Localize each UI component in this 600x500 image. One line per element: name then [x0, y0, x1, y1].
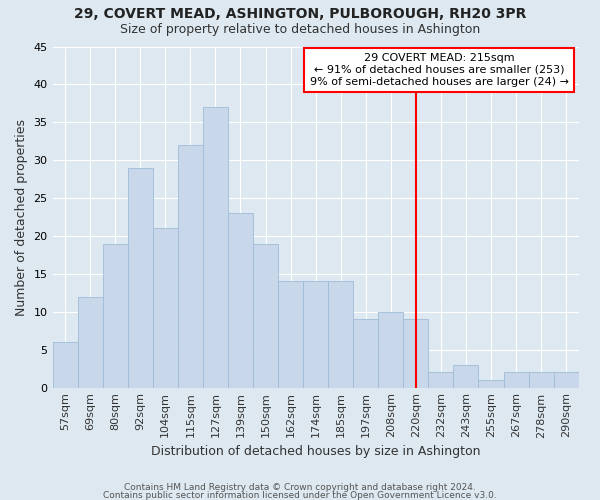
- Bar: [153, 228, 178, 388]
- Bar: [253, 244, 278, 388]
- X-axis label: Distribution of detached houses by size in Ashington: Distribution of detached houses by size …: [151, 444, 481, 458]
- Text: Size of property relative to detached houses in Ashington: Size of property relative to detached ho…: [120, 22, 480, 36]
- Text: 29, COVERT MEAD, ASHINGTON, PULBOROUGH, RH20 3PR: 29, COVERT MEAD, ASHINGTON, PULBOROUGH, …: [74, 8, 526, 22]
- Bar: [103, 244, 128, 388]
- Bar: [278, 282, 303, 388]
- Bar: [529, 372, 554, 388]
- Bar: [378, 312, 403, 388]
- Bar: [203, 107, 228, 388]
- Bar: [554, 372, 579, 388]
- Y-axis label: Number of detached properties: Number of detached properties: [15, 118, 28, 316]
- Bar: [428, 372, 454, 388]
- Bar: [503, 372, 529, 388]
- Text: 29 COVERT MEAD: 215sqm
← 91% of detached houses are smaller (253)
9% of semi-det: 29 COVERT MEAD: 215sqm ← 91% of detached…: [310, 54, 569, 86]
- Bar: [228, 213, 253, 388]
- Bar: [328, 282, 353, 388]
- Bar: [478, 380, 503, 388]
- Bar: [53, 342, 77, 388]
- Text: Contains public sector information licensed under the Open Government Licence v3: Contains public sector information licen…: [103, 491, 497, 500]
- Bar: [454, 365, 478, 388]
- Bar: [77, 296, 103, 388]
- Bar: [178, 145, 203, 388]
- Bar: [303, 282, 328, 388]
- Text: Contains HM Land Registry data © Crown copyright and database right 2024.: Contains HM Land Registry data © Crown c…: [124, 484, 476, 492]
- Bar: [353, 320, 378, 388]
- Bar: [403, 320, 428, 388]
- Bar: [128, 168, 153, 388]
